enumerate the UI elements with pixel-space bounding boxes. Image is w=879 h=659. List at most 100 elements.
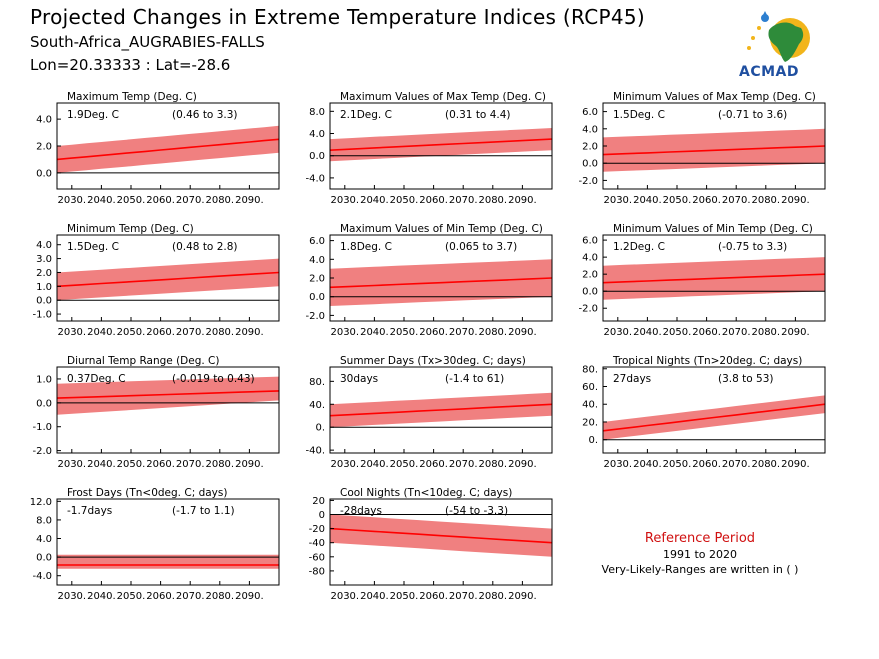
x-tick-label: 2070. bbox=[722, 327, 751, 338]
ensemble-mean-line bbox=[602, 403, 826, 432]
y-tick-label: 8.0 bbox=[36, 515, 52, 526]
plot-frame bbox=[602, 366, 826, 454]
x-tick-label: 2050. bbox=[390, 327, 419, 338]
y-tick-label: -2.0 bbox=[305, 311, 325, 322]
y-tick-label: 80. bbox=[582, 364, 598, 375]
x-tick-label: 2030. bbox=[57, 459, 86, 470]
ensemble-mean-line bbox=[329, 277, 553, 289]
chart-2: 2030. 2040. 2050. 2060. 2070. 2080. 2090. -4.0 0… bbox=[305, 91, 553, 206]
x-tick-label: 2090. bbox=[508, 459, 537, 470]
x-tick-label: 2050. bbox=[663, 195, 692, 206]
x-tick-label: 2090. bbox=[235, 327, 264, 338]
plot-frame bbox=[329, 102, 553, 190]
likely-range-label: (-1.7 to 1.1) bbox=[172, 505, 235, 517]
y-tick-label: 8.0 bbox=[309, 107, 325, 118]
y-tick-label: 0.0 bbox=[582, 287, 598, 298]
x-tick-label: 2080. bbox=[478, 327, 507, 338]
chart-1: 2030. 2040. 2050. 2060. 2070. 2080. 2090. 0.0 2.… bbox=[36, 91, 280, 206]
x-tick-label: 2070. bbox=[176, 459, 205, 470]
page-title: Projected Changes in Extreme Temperature… bbox=[30, 5, 646, 29]
x-tick-label: 2070. bbox=[449, 459, 478, 470]
chart-5: 2030. 2040. 2050. 2060. 2070. 2080. 2090. -2.0 0… bbox=[305, 223, 553, 338]
x-tick-label: 2090. bbox=[508, 195, 537, 206]
y-tick-label: 0.0 bbox=[582, 159, 598, 170]
x-tick-label: 2050. bbox=[663, 327, 692, 338]
x-tick-label: 2060. bbox=[692, 327, 721, 338]
x-tick-label: 2040. bbox=[87, 459, 116, 470]
y-tick-label: 0.0 bbox=[309, 292, 325, 303]
likely-range-label: (-0.019 to 0.43) bbox=[172, 373, 255, 385]
chart-title: Maximum Values of Max Temp (Deg. C) bbox=[340, 91, 546, 103]
x-tick-label: 2060. bbox=[146, 591, 175, 602]
likely-range-label: (0.46 to 3.3) bbox=[172, 109, 238, 121]
y-tick-label: 4.0 bbox=[309, 129, 325, 140]
plot-frame bbox=[329, 366, 553, 454]
ensemble-mean-line bbox=[56, 390, 280, 399]
chart-11: 2030. 2040. 2050. 2060. 2070. 2080. 2090. -80 -6… bbox=[309, 487, 553, 602]
likely-range-label: (-1.4 to 61) bbox=[445, 373, 504, 385]
plot-frame bbox=[602, 234, 826, 322]
chart-title: Cool Nights (Tn<10deg. C; days) bbox=[340, 487, 512, 499]
y-tick-label: 4.0 bbox=[309, 255, 325, 266]
plot-frame bbox=[329, 498, 553, 586]
chart-title: Tropical Nights (Tn>20deg. C; days) bbox=[612, 355, 802, 367]
y-tick-label: -60 bbox=[309, 552, 325, 563]
x-tick-label: 2050. bbox=[390, 195, 419, 206]
x-tick-label: 2050. bbox=[117, 591, 146, 602]
chart-4: 2030. 2040. 2050. 2060. 2070. 2080. 2090. -1.0 0… bbox=[32, 223, 280, 338]
chart-3: 2030. 2040. 2050. 2060. 2070. 2080. 2090. -2.0 0… bbox=[578, 91, 826, 206]
ensemble-mean-line bbox=[602, 145, 826, 156]
x-tick-label: 2080. bbox=[751, 459, 780, 470]
change-value: 27days bbox=[613, 373, 651, 385]
x-tick-label: 2030. bbox=[57, 591, 86, 602]
likely-range-band bbox=[57, 376, 279, 415]
africa-map-logo-icon bbox=[747, 11, 810, 62]
change-value: 1.8Deg. C bbox=[340, 241, 392, 253]
x-tick-label: 2080. bbox=[478, 591, 507, 602]
y-tick-label: 20. bbox=[582, 417, 598, 428]
likely-range-label: (0.48 to 2.8) bbox=[172, 241, 238, 253]
x-tick-label: 2030. bbox=[603, 195, 632, 206]
x-tick-label: 2070. bbox=[176, 591, 205, 602]
y-tick-label: -40. bbox=[305, 446, 325, 457]
x-tick-label: 2050. bbox=[663, 459, 692, 470]
x-tick-label: 2030. bbox=[330, 459, 359, 470]
change-value: 1.5Deg. C bbox=[67, 241, 119, 253]
chart-8: 2030. 2040. 2050. 2060. 2070. 2080. 2090. -40. 0… bbox=[305, 355, 553, 470]
x-tick-label: 2050. bbox=[390, 459, 419, 470]
x-tick-label: 2060. bbox=[419, 327, 448, 338]
likely-range-label: (-54 to -3.3) bbox=[445, 505, 508, 517]
x-tick-label: 2070. bbox=[722, 195, 751, 206]
x-tick-label: 2040. bbox=[633, 459, 662, 470]
y-tick-label: 6.0 bbox=[309, 236, 325, 247]
likely-range-label: (0.31 to 4.4) bbox=[445, 109, 511, 121]
y-tick-label: 40. bbox=[582, 400, 598, 411]
x-tick-label: 2040. bbox=[360, 327, 389, 338]
x-tick-label: 2040. bbox=[87, 591, 116, 602]
y-tick-label: 1.0 bbox=[36, 282, 52, 293]
x-tick-label: 2080. bbox=[478, 459, 507, 470]
y-tick-label: 60. bbox=[582, 382, 598, 393]
logo-text: ACMAD bbox=[739, 64, 799, 80]
x-tick-label: 2060. bbox=[419, 459, 448, 470]
x-tick-label: 2080. bbox=[751, 195, 780, 206]
x-tick-label: 2070. bbox=[176, 327, 205, 338]
y-tick-label: -1.0 bbox=[32, 422, 52, 433]
y-tick-label: 12.0 bbox=[30, 497, 52, 508]
y-tick-label: -20 bbox=[309, 524, 325, 535]
ensemble-mean-line bbox=[329, 403, 553, 417]
change-value: 2.1Deg. C bbox=[340, 109, 392, 121]
chart-title: Frost Days (Tn<0deg. C; days) bbox=[67, 487, 227, 499]
chart-title: Diurnal Temp Range (Deg. C) bbox=[67, 355, 219, 367]
x-tick-label: 2050. bbox=[390, 591, 419, 602]
likely-range-label: (-0.75 to 3.3) bbox=[718, 241, 787, 253]
y-tick-label: 4.0 bbox=[582, 253, 598, 264]
y-tick-label: 0.0 bbox=[309, 151, 325, 162]
y-tick-label: 80. bbox=[309, 377, 325, 388]
x-tick-label: 2090. bbox=[235, 591, 264, 602]
y-tick-label: 2.0 bbox=[36, 142, 52, 153]
ensemble-mean-line bbox=[56, 271, 280, 288]
x-tick-label: 2070. bbox=[449, 195, 478, 206]
x-tick-label: 2030. bbox=[57, 327, 86, 338]
